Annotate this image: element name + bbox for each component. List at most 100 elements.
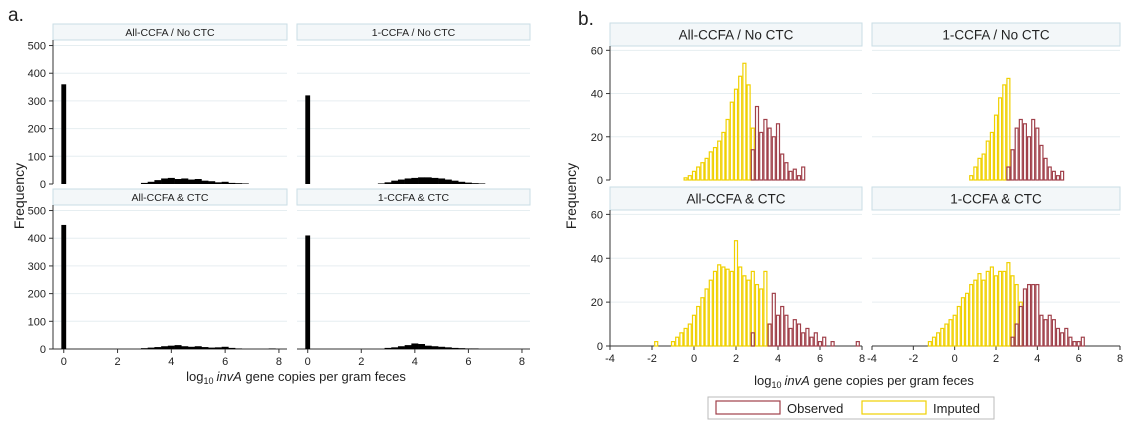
bar-imputed xyxy=(696,166,701,181)
bar-observed xyxy=(809,336,814,347)
bar xyxy=(228,182,236,184)
x-tick-label: 6 xyxy=(222,356,228,368)
legend-observed-swatch xyxy=(715,400,781,415)
bar xyxy=(451,180,459,184)
y-tick-label: 200 xyxy=(28,289,46,301)
bar xyxy=(174,179,182,184)
y-tick-label: 40 xyxy=(591,89,603,101)
panel-a-ylabel: Frequency xyxy=(11,163,27,229)
facet-strip xyxy=(609,186,863,211)
bar-imputed xyxy=(712,270,718,347)
bar-imputed xyxy=(721,131,726,181)
panel-b-ylabel: Frequency xyxy=(563,163,579,229)
bar-observed xyxy=(801,332,806,347)
bar-imputed xyxy=(759,288,764,347)
x-tick-label: 4 xyxy=(412,356,418,368)
bar-observed xyxy=(771,292,776,347)
bar-observed xyxy=(759,131,764,181)
bar-imputed xyxy=(725,268,730,347)
bar-observed xyxy=(1039,314,1044,347)
bar-imputed xyxy=(717,264,722,347)
bar-observed xyxy=(792,319,797,347)
y-tick-label: 100 xyxy=(28,316,46,328)
x-tick-label: 8 xyxy=(276,356,282,368)
bar xyxy=(471,348,479,349)
bar-imputed xyxy=(993,114,999,181)
bar-observed xyxy=(784,162,789,181)
x-tick-label: 0 xyxy=(691,353,697,365)
bar xyxy=(188,346,196,349)
bar-observed xyxy=(855,341,860,347)
bar-observed xyxy=(1014,127,1019,181)
bar-imputed xyxy=(998,270,1003,347)
facet-strip xyxy=(296,188,531,206)
bar-observed xyxy=(763,118,768,181)
bar-observed xyxy=(1022,123,1028,181)
bar xyxy=(181,346,189,349)
bar-observed xyxy=(801,166,806,181)
facet-strip xyxy=(52,23,288,41)
bar-observed xyxy=(796,323,802,347)
bar-imputed xyxy=(738,75,743,181)
bar xyxy=(147,181,155,184)
facet-b-one-ccfa-no-ctc: 1-CCFA / No CTC xyxy=(871,22,1121,181)
panel-a-label: a. xyxy=(8,5,24,26)
bar-observed xyxy=(775,314,781,347)
bar-observed xyxy=(1055,327,1061,347)
bar-imputed xyxy=(742,275,747,347)
bar-imputed xyxy=(733,240,739,347)
bar xyxy=(411,343,419,349)
bar xyxy=(384,182,392,184)
bar xyxy=(221,346,229,349)
x-tick-label: -2 xyxy=(647,353,657,365)
bar-imputed xyxy=(969,175,974,181)
bar xyxy=(214,182,222,184)
bar-imputed xyxy=(993,275,999,347)
facet-strip xyxy=(52,188,288,206)
x-tick-label: -2 xyxy=(908,353,918,365)
bar-observed xyxy=(817,341,823,347)
x-tick-label: 4 xyxy=(775,353,781,365)
bar xyxy=(208,181,216,184)
bar-imputed xyxy=(927,341,932,347)
bar-imputed xyxy=(654,341,659,347)
bar-observed xyxy=(1018,305,1023,347)
bar xyxy=(458,181,466,184)
bar-observed xyxy=(1018,118,1023,181)
bar-imputed xyxy=(683,177,688,181)
bar-observed xyxy=(1031,283,1036,347)
bar xyxy=(397,346,405,349)
y-tick-label: 0 xyxy=(40,179,46,191)
bar-observed xyxy=(1060,170,1065,181)
y-tick-label: 500 xyxy=(28,41,46,53)
bar-imputed xyxy=(973,279,978,347)
bar-observed xyxy=(1047,166,1052,181)
bar xyxy=(61,224,67,349)
bar xyxy=(397,179,405,184)
bar-imputed xyxy=(742,62,747,181)
y-tick-label: 400 xyxy=(28,233,46,245)
bar-observed xyxy=(1031,118,1036,181)
bar-imputed xyxy=(960,297,966,347)
bar-imputed xyxy=(936,332,941,347)
bar-imputed xyxy=(1006,262,1011,347)
bar-imputed xyxy=(989,131,994,181)
x-tick-label: 0 xyxy=(952,353,958,365)
bar-observed xyxy=(1022,288,1028,347)
bar-imputed xyxy=(700,162,705,181)
facet-strip xyxy=(871,22,1121,47)
bar xyxy=(161,178,169,184)
y-tick-label: 0 xyxy=(597,341,603,353)
bar xyxy=(424,345,432,349)
bar xyxy=(235,183,243,184)
bar-imputed xyxy=(704,288,709,347)
x-tick-label: 2 xyxy=(358,356,364,368)
x-tick-label: 6 xyxy=(817,353,823,365)
facet-title: All-CCFA / No CTC xyxy=(125,27,215,39)
bar-observed xyxy=(767,127,772,181)
bar xyxy=(208,347,216,349)
bar-imputed xyxy=(754,283,760,347)
bar xyxy=(241,183,249,184)
facet-strip xyxy=(609,22,863,47)
